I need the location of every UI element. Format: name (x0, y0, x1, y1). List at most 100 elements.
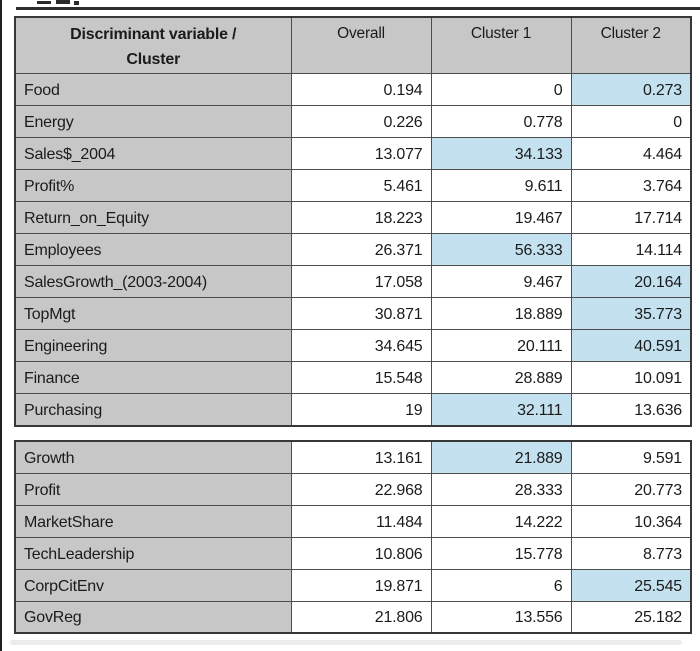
cropped-text-fragment (37, 1, 51, 4)
table-row: TopMgt 30.871 18.889 35.773 (14, 297, 692, 330)
row-label-cell: SalesGrowth_(2003-2004) (14, 265, 292, 298)
cluster2-value-cell: 0.273 (570, 73, 692, 106)
table-row: Sales$_2004 13.077 34.133 4.464 (14, 137, 692, 170)
cluster1-value-cell: 21.889 (430, 440, 572, 474)
cluster1-value-cell: 28.333 (430, 472, 572, 506)
table-row: Return_on_Equity 18.223 19.467 17.714 (14, 201, 692, 234)
overall-value-cell: 10.806 (290, 536, 432, 570)
row-label-cell: Food (14, 73, 292, 106)
header-cluster2: Cluster 2 (570, 16, 692, 74)
row-label-cell: GovReg (14, 600, 292, 634)
table-row: Growth 13.161 21.889 9.591 (14, 440, 692, 474)
cluster2-value-cell: 9.591 (570, 440, 692, 474)
cluster1-value-cell: 18.889 (430, 297, 572, 330)
cluster1-value-cell: 6 (430, 568, 572, 602)
bottom-smudge-artifact (10, 640, 682, 645)
overall-value-cell: 0.226 (290, 105, 432, 138)
cluster2-value-cell: 13.636 (570, 393, 692, 426)
table-row: SalesGrowth_(2003-2004) 17.058 9.467 20.164 (14, 265, 692, 298)
cluster2-value-cell: 20.164 (570, 265, 692, 298)
overall-value-cell: 26.371 (290, 233, 432, 266)
table-row: Profit% 5.461 9.611 3.764 (14, 169, 692, 202)
overall-value-cell: 22.968 (290, 472, 432, 506)
overall-value-cell: 19.871 (290, 568, 432, 602)
row-label-cell: Energy (14, 105, 292, 138)
table-row: CorpCitEnv 19.871 6 25.545 (14, 568, 692, 602)
row-label-cell: CorpCitEnv (14, 568, 292, 602)
cluster1-value-cell: 9.467 (430, 265, 572, 298)
cluster1-value-cell: 15.778 (430, 536, 572, 570)
cluster1-value-cell: 20.111 (430, 329, 572, 362)
header-cluster1: Cluster 1 (430, 16, 572, 74)
overall-value-cell: 18.223 (290, 201, 432, 234)
cluster2-value-cell: 40.591 (570, 329, 692, 362)
table-row: Purchasing 19 32.111 13.636 (14, 393, 692, 426)
header-row: Discriminant variable / Cluster Overall … (14, 16, 692, 74)
overall-value-cell: 21.806 (290, 600, 432, 634)
cluster1-value-cell: 28.889 (430, 361, 572, 394)
row-label-cell: Purchasing (14, 393, 292, 426)
top-crop-line (16, 7, 700, 10)
row-label-cell: TechLeadership (14, 536, 292, 570)
row-label-cell: MarketShare (14, 504, 292, 538)
overall-value-cell: 15.548 (290, 361, 432, 394)
table-row: Finance 15.548 28.889 10.091 (14, 361, 692, 394)
header-overall: Overall (290, 16, 432, 74)
row-label-cell: Growth (14, 440, 292, 474)
cluster2-value-cell: 10.364 (570, 504, 692, 538)
row-label-cell: Employees (14, 233, 292, 266)
overall-value-cell: 19 (290, 393, 432, 426)
row-label-cell: Return_on_Equity (14, 201, 292, 234)
overall-value-cell: 13.161 (290, 440, 432, 474)
table-row: GovReg 21.806 13.556 25.182 (14, 600, 692, 634)
table-row: Energy 0.226 0.778 0 (14, 105, 692, 138)
cluster1-value-cell: 14.222 (430, 504, 572, 538)
cluster1-value-cell: 0.778 (430, 105, 572, 138)
header-variable-line2: Cluster (126, 51, 181, 68)
cluster1-value-cell: 19.467 (430, 201, 572, 234)
cluster1-value-cell: 0 (430, 73, 572, 106)
cluster2-value-cell: 17.714 (570, 201, 692, 234)
cluster1-value-cell: 9.611 (430, 169, 572, 202)
row-label-cell: Finance (14, 361, 292, 394)
overall-value-cell: 0.194 (290, 73, 432, 106)
table-row: Profit 22.968 28.333 20.773 (14, 472, 692, 506)
cluster1-value-cell: 32.111 (430, 393, 572, 426)
cluster2-value-cell: 4.464 (570, 137, 692, 170)
header-variable-cluster: Discriminant variable / Cluster (14, 16, 292, 74)
discriminant-table-lower: Growth 13.161 21.889 9.591 Profit 22.968 28.33… (14, 440, 692, 634)
overall-value-cell: 5.461 (290, 169, 432, 202)
cluster2-value-cell: 8.773 (570, 536, 692, 570)
cluster2-value-cell: 10.091 (570, 361, 692, 394)
overall-value-cell: 30.871 (290, 297, 432, 330)
table-row: Employees 26.371 56.333 14.114 (14, 233, 692, 266)
cluster1-value-cell: 56.333 (430, 233, 572, 266)
row-label-cell: Profit% (14, 169, 292, 202)
table-row: Food 0.194 0 0.273 (14, 73, 692, 106)
cluster2-value-cell: 25.182 (570, 600, 692, 634)
overall-value-cell: 17.058 (290, 265, 432, 298)
table-row: Engineering 34.645 20.111 40.591 (14, 329, 692, 362)
cluster1-value-cell: 13.556 (430, 600, 572, 634)
table-row: MarketShare 11.484 14.222 10.364 (14, 504, 692, 538)
cluster2-value-cell: 0 (570, 105, 692, 138)
row-label-cell: Profit (14, 472, 292, 506)
left-crop-line (0, 0, 2, 651)
cluster2-value-cell: 35.773 (570, 297, 692, 330)
cluster2-value-cell: 14.114 (570, 233, 692, 266)
table-row: TechLeadership 10.806 15.778 8.773 (14, 536, 692, 570)
cluster2-value-cell: 3.764 (570, 169, 692, 202)
cluster1-value-cell: 34.133 (430, 137, 572, 170)
overall-value-cell: 34.645 (290, 329, 432, 362)
row-label-cell: Sales$_2004 (14, 137, 292, 170)
overall-value-cell: 11.484 (290, 504, 432, 538)
header-variable-line1: Discriminant variable / (70, 26, 237, 43)
row-label-cell: Engineering (14, 329, 292, 362)
cluster2-value-cell: 20.773 (570, 472, 692, 506)
cropped-text-fragment (74, 1, 79, 5)
row-label-cell: TopMgt (14, 297, 292, 330)
discriminant-table-upper: Discriminant variable / Cluster Overall … (14, 16, 692, 427)
overall-value-cell: 13.077 (290, 137, 432, 170)
cluster2-value-cell: 25.545 (570, 568, 692, 602)
cropped-text-fragment (56, 0, 70, 4)
